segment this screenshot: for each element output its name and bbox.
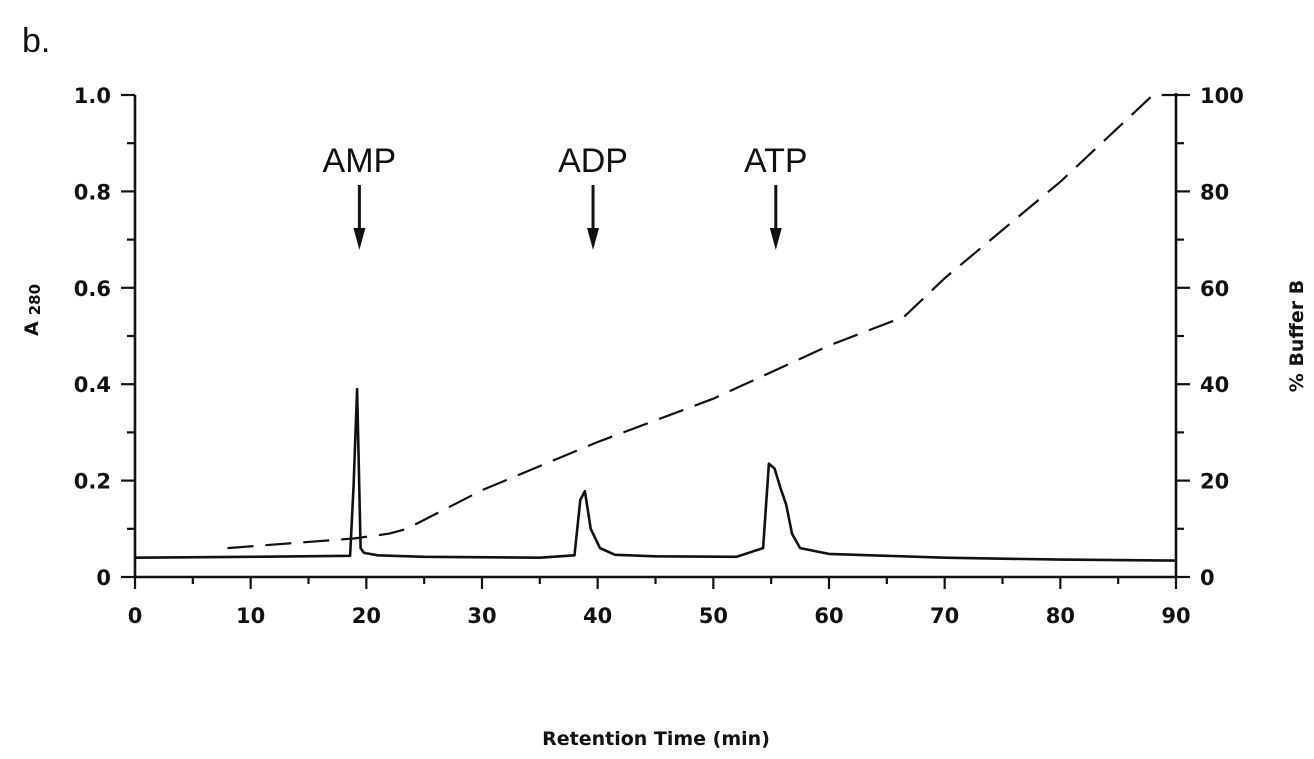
y2-tick-label: 100 — [1200, 84, 1244, 108]
x-ticks: 0 10 20 30 40 50 60 70 80 90 — [128, 577, 1191, 628]
y2-tick-label: 80 — [1200, 180, 1229, 204]
y-tick-label: 1.0 — [74, 84, 111, 108]
left-y-ticks: 0 0.2 0.4 0.6 0.8 1.0 — [74, 84, 135, 590]
x-tick-label: 60 — [814, 604, 843, 628]
x-tick-label: 90 — [1161, 604, 1190, 628]
y-axis-title-subscript: 280 — [26, 284, 44, 315]
peak-arrow-head — [353, 228, 366, 250]
peak-label: ADP — [558, 142, 628, 180]
peak-label: ATP — [744, 142, 808, 180]
y-axis-title: A 280 — [21, 284, 44, 336]
x-tick-label: 0 — [128, 604, 143, 628]
y-tick-label: 0 — [96, 566, 111, 590]
x-tick-label: 70 — [930, 604, 959, 628]
y2-tick-label: 20 — [1200, 470, 1229, 494]
x-tick-label: 50 — [699, 604, 728, 628]
right-y-ticks: 0 20 40 60 80 100 — [1176, 84, 1244, 590]
x-tick-label: 40 — [583, 604, 612, 628]
absorbance-trace-line — [134, 387, 1177, 562]
peak-annotations: AMP ADP ATP — [323, 142, 808, 250]
x-tick-label: 10 — [236, 604, 265, 628]
panel-label: b. — [22, 22, 50, 60]
y-tick-label: 0.8 — [74, 180, 111, 204]
series-layer — [134, 93, 1177, 562]
y-tick-label: 0.2 — [74, 470, 111, 494]
y-tick-label: 0.4 — [74, 373, 111, 397]
y2-tick-label: 0 — [1200, 566, 1215, 590]
y2-tick-label: 40 — [1200, 373, 1229, 397]
peak-label: AMP — [323, 142, 397, 180]
x-tick-label: 20 — [352, 604, 381, 628]
x-tick-label: 30 — [467, 604, 496, 628]
peak-arrow-head — [587, 228, 600, 250]
y-tick-label: 0.6 — [74, 277, 111, 301]
buffer-b-gradient-line — [227, 93, 1176, 550]
x-axis-title: Retention Time (min) — [542, 728, 770, 750]
y-axis-title-main: A — [21, 321, 43, 336]
y2-tick-label: 60 — [1200, 277, 1229, 301]
peak-arrow-head — [769, 228, 782, 250]
x-tick-label: 80 — [1046, 604, 1075, 628]
axes — [133, 93, 1178, 579]
y2-axis-title: % Buffer B — [1286, 280, 1308, 392]
